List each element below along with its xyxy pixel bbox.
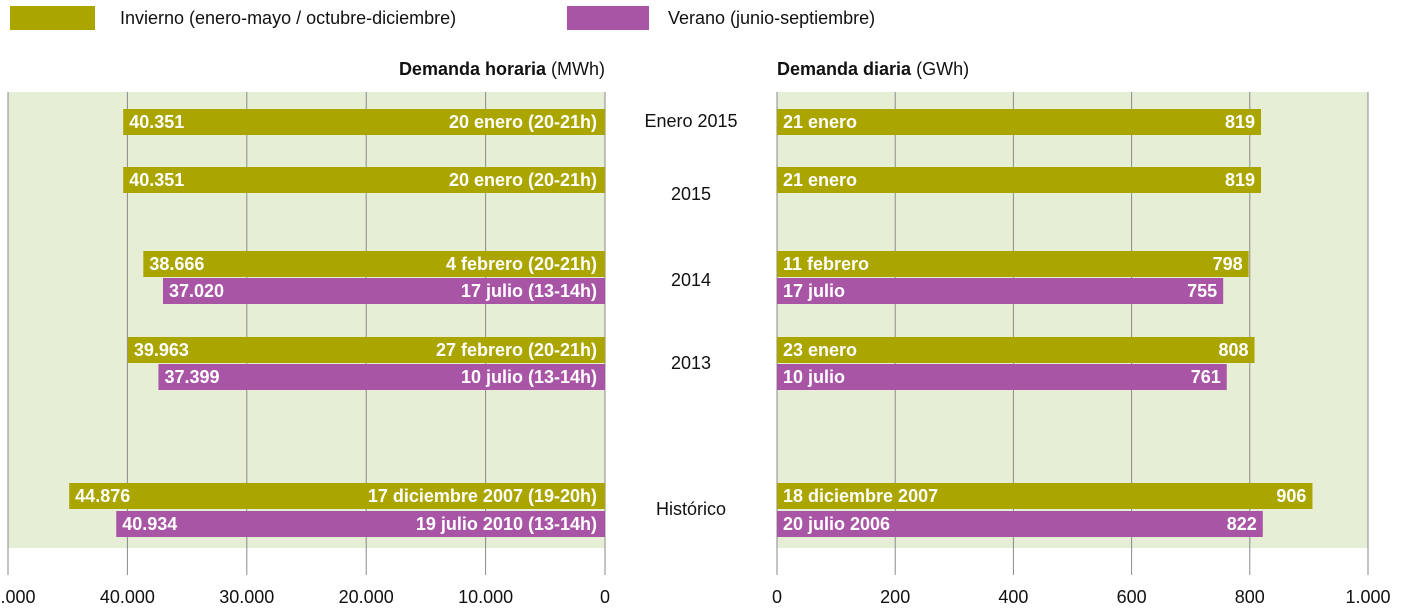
bar [123, 167, 606, 193]
bar [69, 483, 606, 509]
unit: (GWh) [916, 59, 969, 79]
title: Demanda horaria [399, 59, 547, 79]
value-label: 38.666 [149, 254, 204, 274]
date-label: 17 julio [783, 281, 845, 301]
date-label: 10 julio (13-14h) [461, 367, 597, 387]
x-tick-label: 1.000 [1345, 587, 1390, 607]
x-tick-label: 800 [1235, 587, 1265, 607]
bar [777, 167, 1262, 193]
unit: (MWh) [551, 59, 605, 79]
date-label: 20 enero (20-21h) [449, 112, 597, 132]
date-label: 11 febrero [783, 254, 869, 274]
date-label: 10 julio [783, 367, 845, 387]
date-label: 27 febrero (20-21h) [436, 340, 597, 360]
bar [123, 109, 606, 135]
date-label: 17 julio (13-14h) [461, 281, 597, 301]
bar [777, 483, 1313, 509]
bar [158, 364, 605, 390]
bar [777, 337, 1255, 363]
legend-label: Invierno (enero-mayo / octubre-diciembre… [120, 8, 456, 28]
date-label: 20 enero (20-21h) [449, 170, 597, 190]
bar [777, 278, 1224, 304]
category-label: Histórico [656, 499, 726, 519]
legend-label: Verano (junio-septiembre) [668, 8, 875, 28]
value-label: 819 [1225, 170, 1255, 190]
plot-background [8, 92, 605, 548]
bar [127, 337, 605, 363]
chart-title: Demanda horaria (MWh) [399, 59, 605, 79]
date-label: 21 enero [783, 170, 857, 190]
x-tick-label: 0 [600, 587, 610, 607]
bar [777, 511, 1263, 537]
category-label: 2015 [671, 184, 711, 204]
x-tick-label: 30.000 [219, 587, 274, 607]
value-label: 798 [1213, 254, 1243, 274]
legend-swatch [10, 6, 95, 30]
value-label: 819 [1225, 112, 1255, 132]
x-tick-label: 20.000 [339, 587, 394, 607]
legend-swatch [567, 6, 649, 30]
value-label: 755 [1187, 281, 1217, 301]
x-tick-label: 0 [772, 587, 782, 607]
date-label: 21 enero [783, 112, 857, 132]
date-label: 4 febrero (20-21h) [446, 254, 597, 274]
date-label: 19 julio 2010 (13-14h) [416, 514, 597, 534]
value-label: 808 [1218, 340, 1248, 360]
category-label: Enero 2015 [644, 111, 737, 131]
title: Demanda diaria [777, 59, 912, 79]
value-label: 37.020 [169, 281, 224, 301]
chart-title: Demanda diaria (GWh) [777, 59, 969, 79]
category-label: 2014 [671, 270, 711, 290]
value-label: 37.399 [164, 367, 219, 387]
category-label: 2013 [671, 353, 711, 373]
value-label: 40.351 [129, 170, 184, 190]
value-label: 40.934 [122, 514, 177, 534]
date-label: 17 diciembre 2007 (19-20h) [368, 486, 597, 506]
bar [143, 251, 606, 277]
date-label: 23 enero [783, 340, 857, 360]
value-label: 906 [1276, 486, 1306, 506]
value-label: 39.963 [134, 340, 189, 360]
bar [116, 511, 605, 537]
x-tick-label: 10.000 [458, 587, 513, 607]
value-label: 40.351 [129, 112, 184, 132]
value-label: 761 [1191, 367, 1221, 387]
x-tick-label: 50.000 [0, 587, 36, 607]
date-label: 20 julio 2006 [783, 514, 890, 534]
x-tick-label: 40.000 [100, 587, 155, 607]
bar [777, 251, 1249, 277]
value-label: 44.876 [75, 486, 130, 506]
x-tick-label: 200 [880, 587, 910, 607]
bar [777, 364, 1227, 390]
x-tick-label: 600 [1117, 587, 1147, 607]
value-label: 822 [1227, 514, 1257, 534]
bar [162, 278, 605, 304]
plot-background [777, 92, 1368, 548]
date-label: 18 diciembre 2007 [783, 486, 938, 506]
x-tick-label: 400 [998, 587, 1028, 607]
bar [777, 109, 1262, 135]
